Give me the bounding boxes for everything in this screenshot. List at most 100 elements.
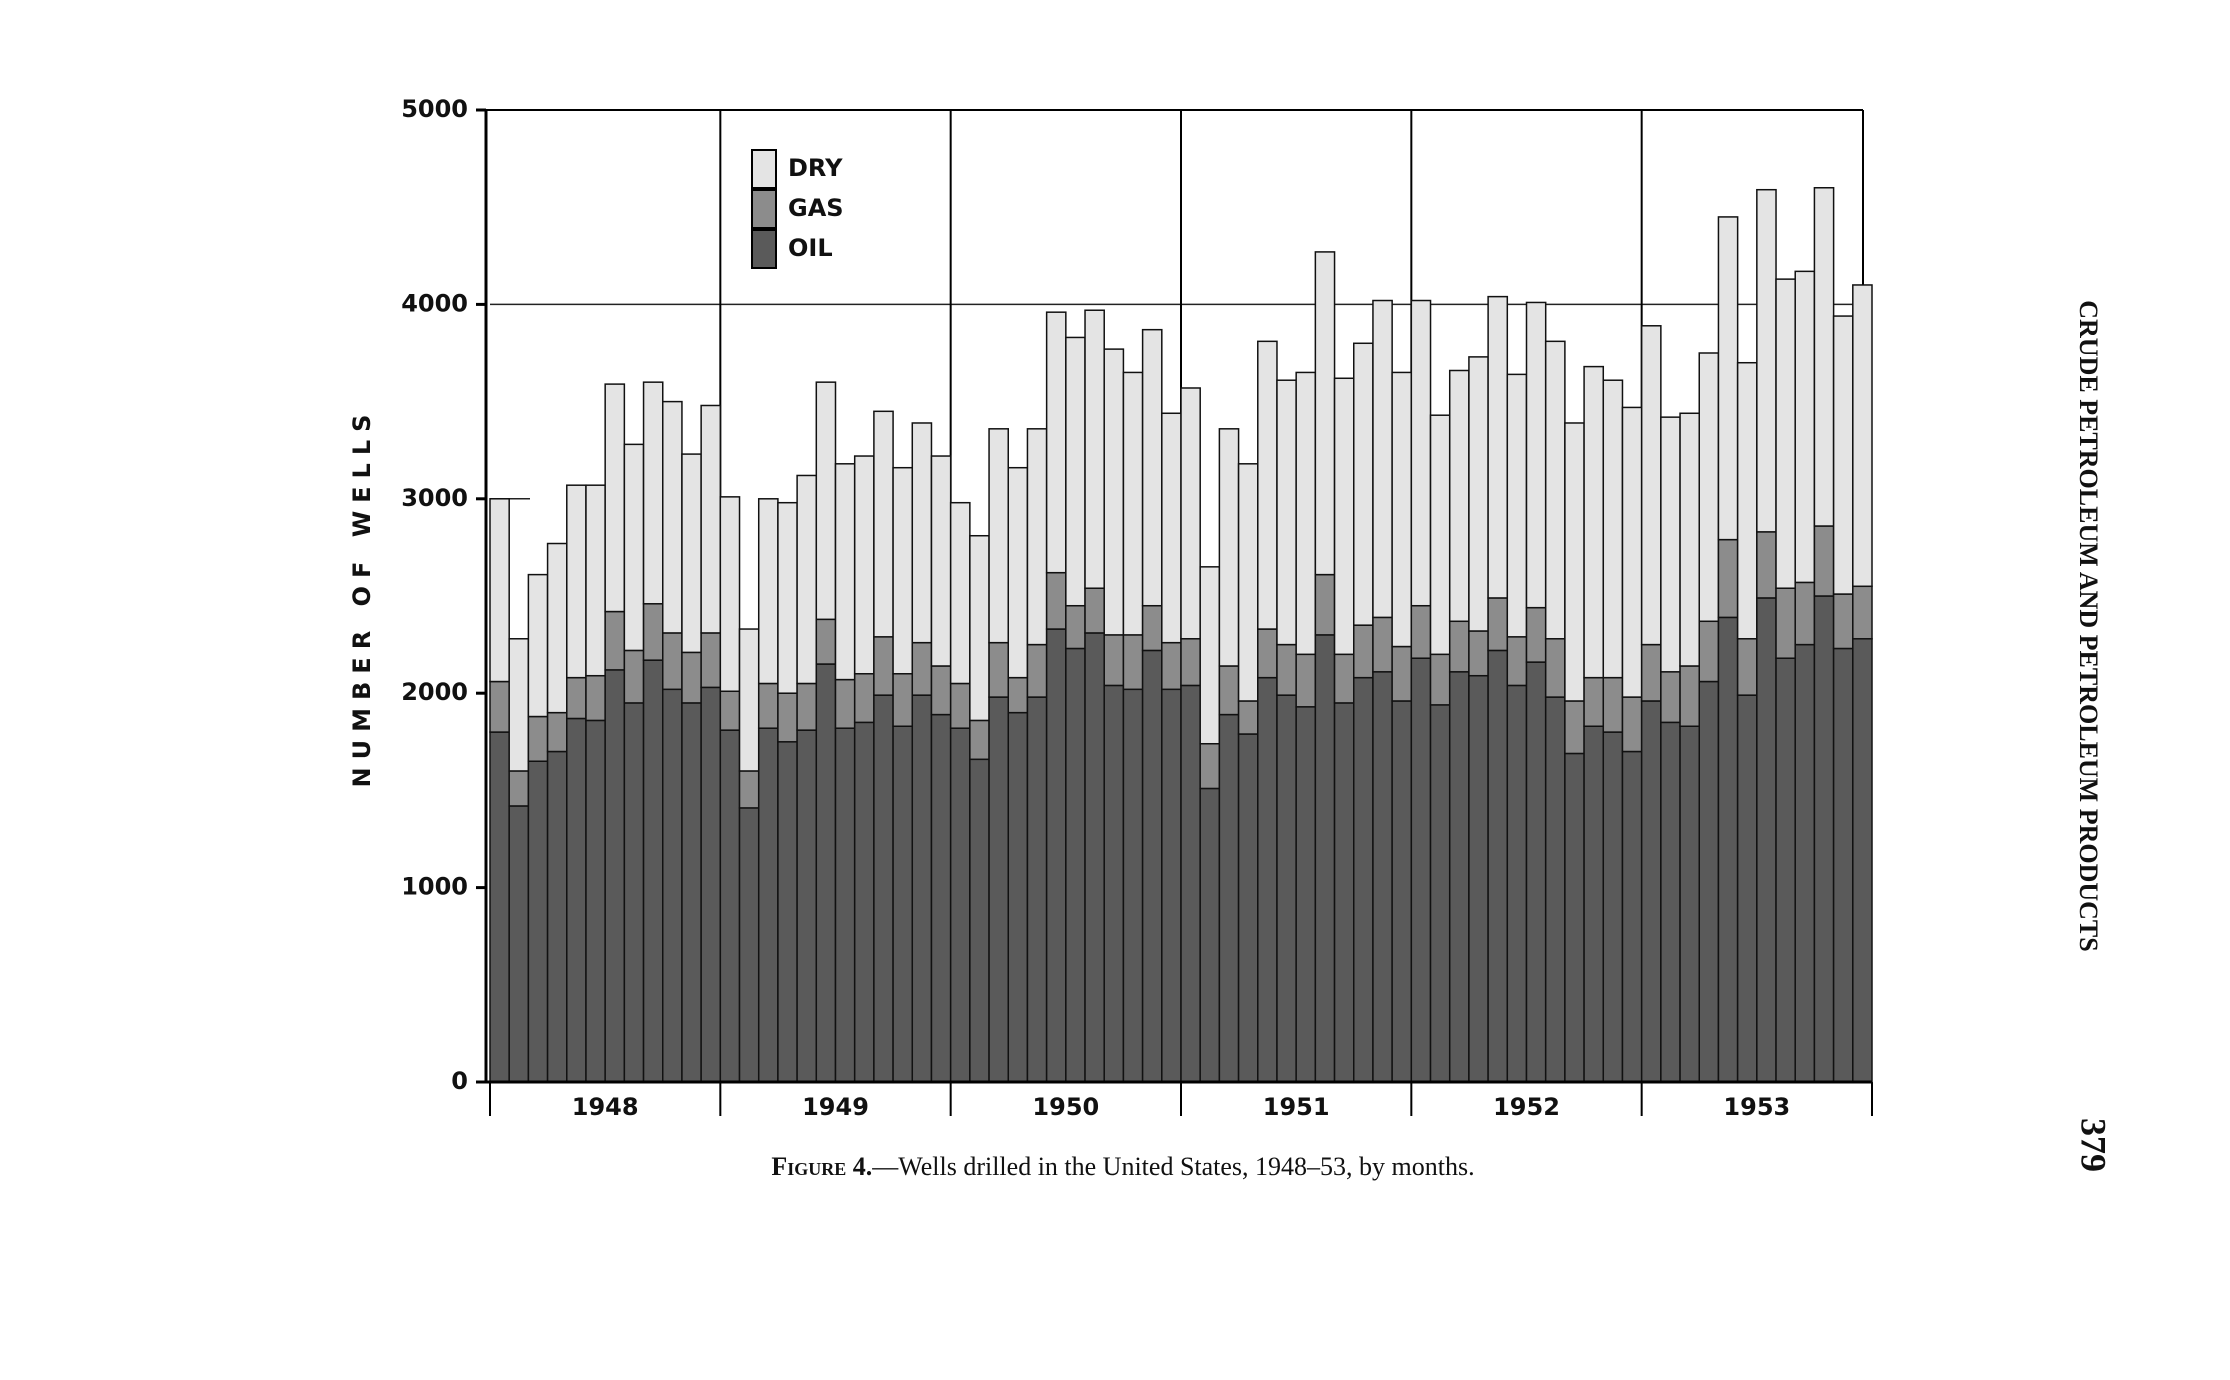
bar-segment [1813,525,1835,597]
bar-segment [1410,299,1432,607]
bar-segment [1832,593,1854,650]
bar-segment [1161,641,1182,691]
bar-segment [1717,616,1739,1083]
bar-segment [1199,742,1221,790]
bar-segment [489,731,510,1083]
bar-segment [777,741,798,1083]
bar-segment [1448,369,1470,623]
running-head: CRUDE PETROLEUM AND PETROLEUM PRODUCTS [2074,300,2103,952]
bar-segment [1602,731,1624,1083]
bar-segment [1448,671,1470,1083]
bar-segment [662,632,683,691]
bar-segment [1794,643,1816,1083]
bar-segment [1372,299,1393,619]
bar-segment [1065,604,1086,650]
bar-segment [1391,645,1413,702]
bar-segment [1084,632,1105,1083]
bar-segment [1660,671,1681,724]
bar-segment [1333,702,1355,1083]
bar-segment [1103,684,1125,1083]
bar-segment [1640,325,1662,646]
bar-segment [1583,725,1605,1083]
bar-segment [700,632,722,689]
bar-segment [1679,412,1700,667]
bar-segment [585,484,606,677]
legend-swatch [751,189,777,229]
bar-segment [1794,270,1816,584]
bar-segment [1775,587,1796,659]
bar-segment [681,702,702,1083]
bar-segment [1468,356,1489,632]
bar-segment [1007,676,1029,714]
bar-segment [1353,676,1374,1083]
bar-segment [1602,379,1624,679]
bar-segment [662,688,683,1083]
bar-segment [1660,416,1681,673]
legend-swatch [751,149,777,189]
bar-segment [623,702,645,1083]
bar-segment [1813,187,1835,527]
x-group-label: 1948 [572,1093,639,1121]
bar-segment [1141,328,1163,607]
bar-segment [930,455,952,667]
bar-segment [949,501,971,685]
bar-segment [738,770,760,809]
bar-segment [1276,379,1297,646]
bar-segment [1410,604,1432,659]
bar-segment [796,474,818,685]
bar-segment [1180,684,1201,1083]
bar-segment [1257,676,1278,1083]
bar-segment [1544,340,1566,640]
bar-segment [1640,700,1662,1083]
bar-segment [1717,216,1739,541]
bar-segment [1736,361,1758,640]
bar-segment [719,496,741,693]
y-tick-label: 0 [451,1067,468,1095]
bar-segment [1045,571,1067,630]
bar-segment [1161,412,1182,644]
bar-segment [911,422,933,644]
bar-segment [873,410,894,638]
bar-segment [1218,713,1240,1083]
bar-segment [585,674,606,722]
bar-segment [1698,680,1720,1083]
bar-segment [1544,638,1566,698]
bar-segment [1276,643,1297,696]
bar-segment [1564,700,1585,755]
bar-segment [1429,653,1451,706]
bar-segment [815,381,837,621]
bar-segment [1468,630,1489,677]
bar-segment [1736,638,1758,696]
bar-segment [1506,636,1528,687]
legend-swatch [751,229,777,269]
bar-segment [527,760,549,1083]
bar-segment [700,404,722,634]
x-group-label: 1949 [802,1093,869,1121]
y-axis-label: NUMBER OF WELLS [348,407,376,788]
bar-segment [508,638,530,772]
bar-segment [681,651,702,704]
bar-segment [1045,628,1067,1083]
bar-segment [1103,348,1125,636]
bar-segment [1487,597,1509,652]
bar-segment [873,636,894,696]
bar-segment [988,641,1009,698]
bar-segment [642,603,664,661]
bar-segment [853,673,875,724]
x-group-label: 1952 [1493,1093,1560,1121]
bar-segment [566,676,587,720]
bar-segment [1295,371,1317,656]
bar-segment [1640,643,1662,702]
bar-segment [1410,657,1432,1083]
bar-segment [604,669,626,1083]
bar-segment [757,682,779,729]
bar-segment [1276,694,1297,1083]
bar-segment [1122,634,1144,691]
bar-segment [1161,688,1182,1083]
bar-segment [1468,674,1489,1083]
bar-segment [508,805,530,1083]
bar-segment [1621,750,1643,1083]
bar-segment [1180,638,1201,687]
bar-segment [1487,649,1509,1083]
bar-segment [1218,428,1240,667]
